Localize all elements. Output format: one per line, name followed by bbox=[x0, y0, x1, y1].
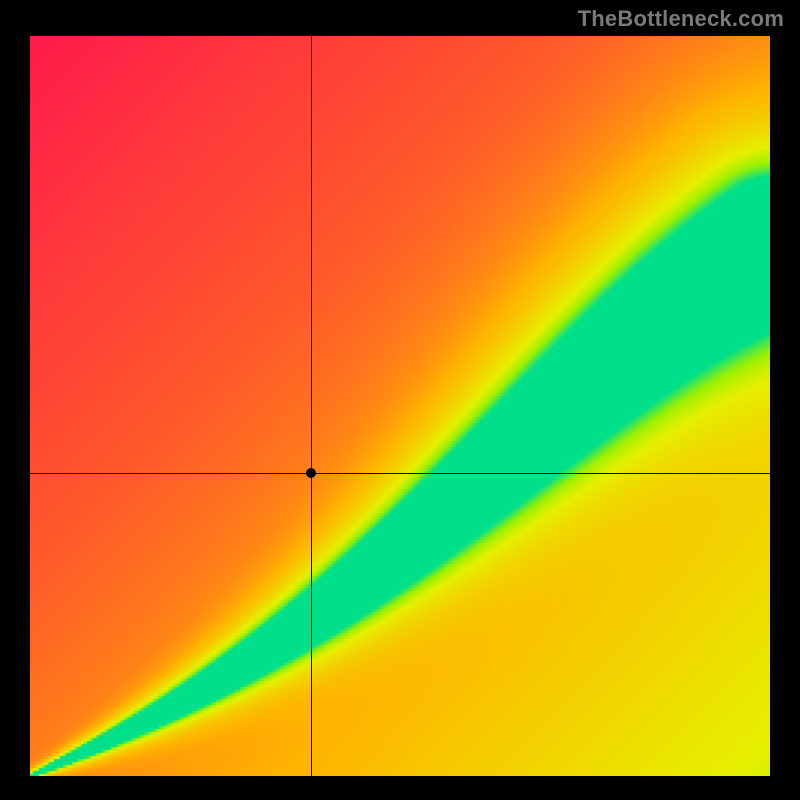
page-root: TheBottleneck.com bbox=[0, 0, 800, 800]
attribution-text: TheBottleneck.com bbox=[578, 6, 784, 32]
heatmap-canvas bbox=[30, 36, 770, 776]
heatmap-plot bbox=[30, 36, 770, 776]
crosshair-dot bbox=[306, 468, 316, 478]
crosshair-vertical bbox=[311, 36, 312, 776]
crosshair-horizontal bbox=[30, 473, 770, 474]
